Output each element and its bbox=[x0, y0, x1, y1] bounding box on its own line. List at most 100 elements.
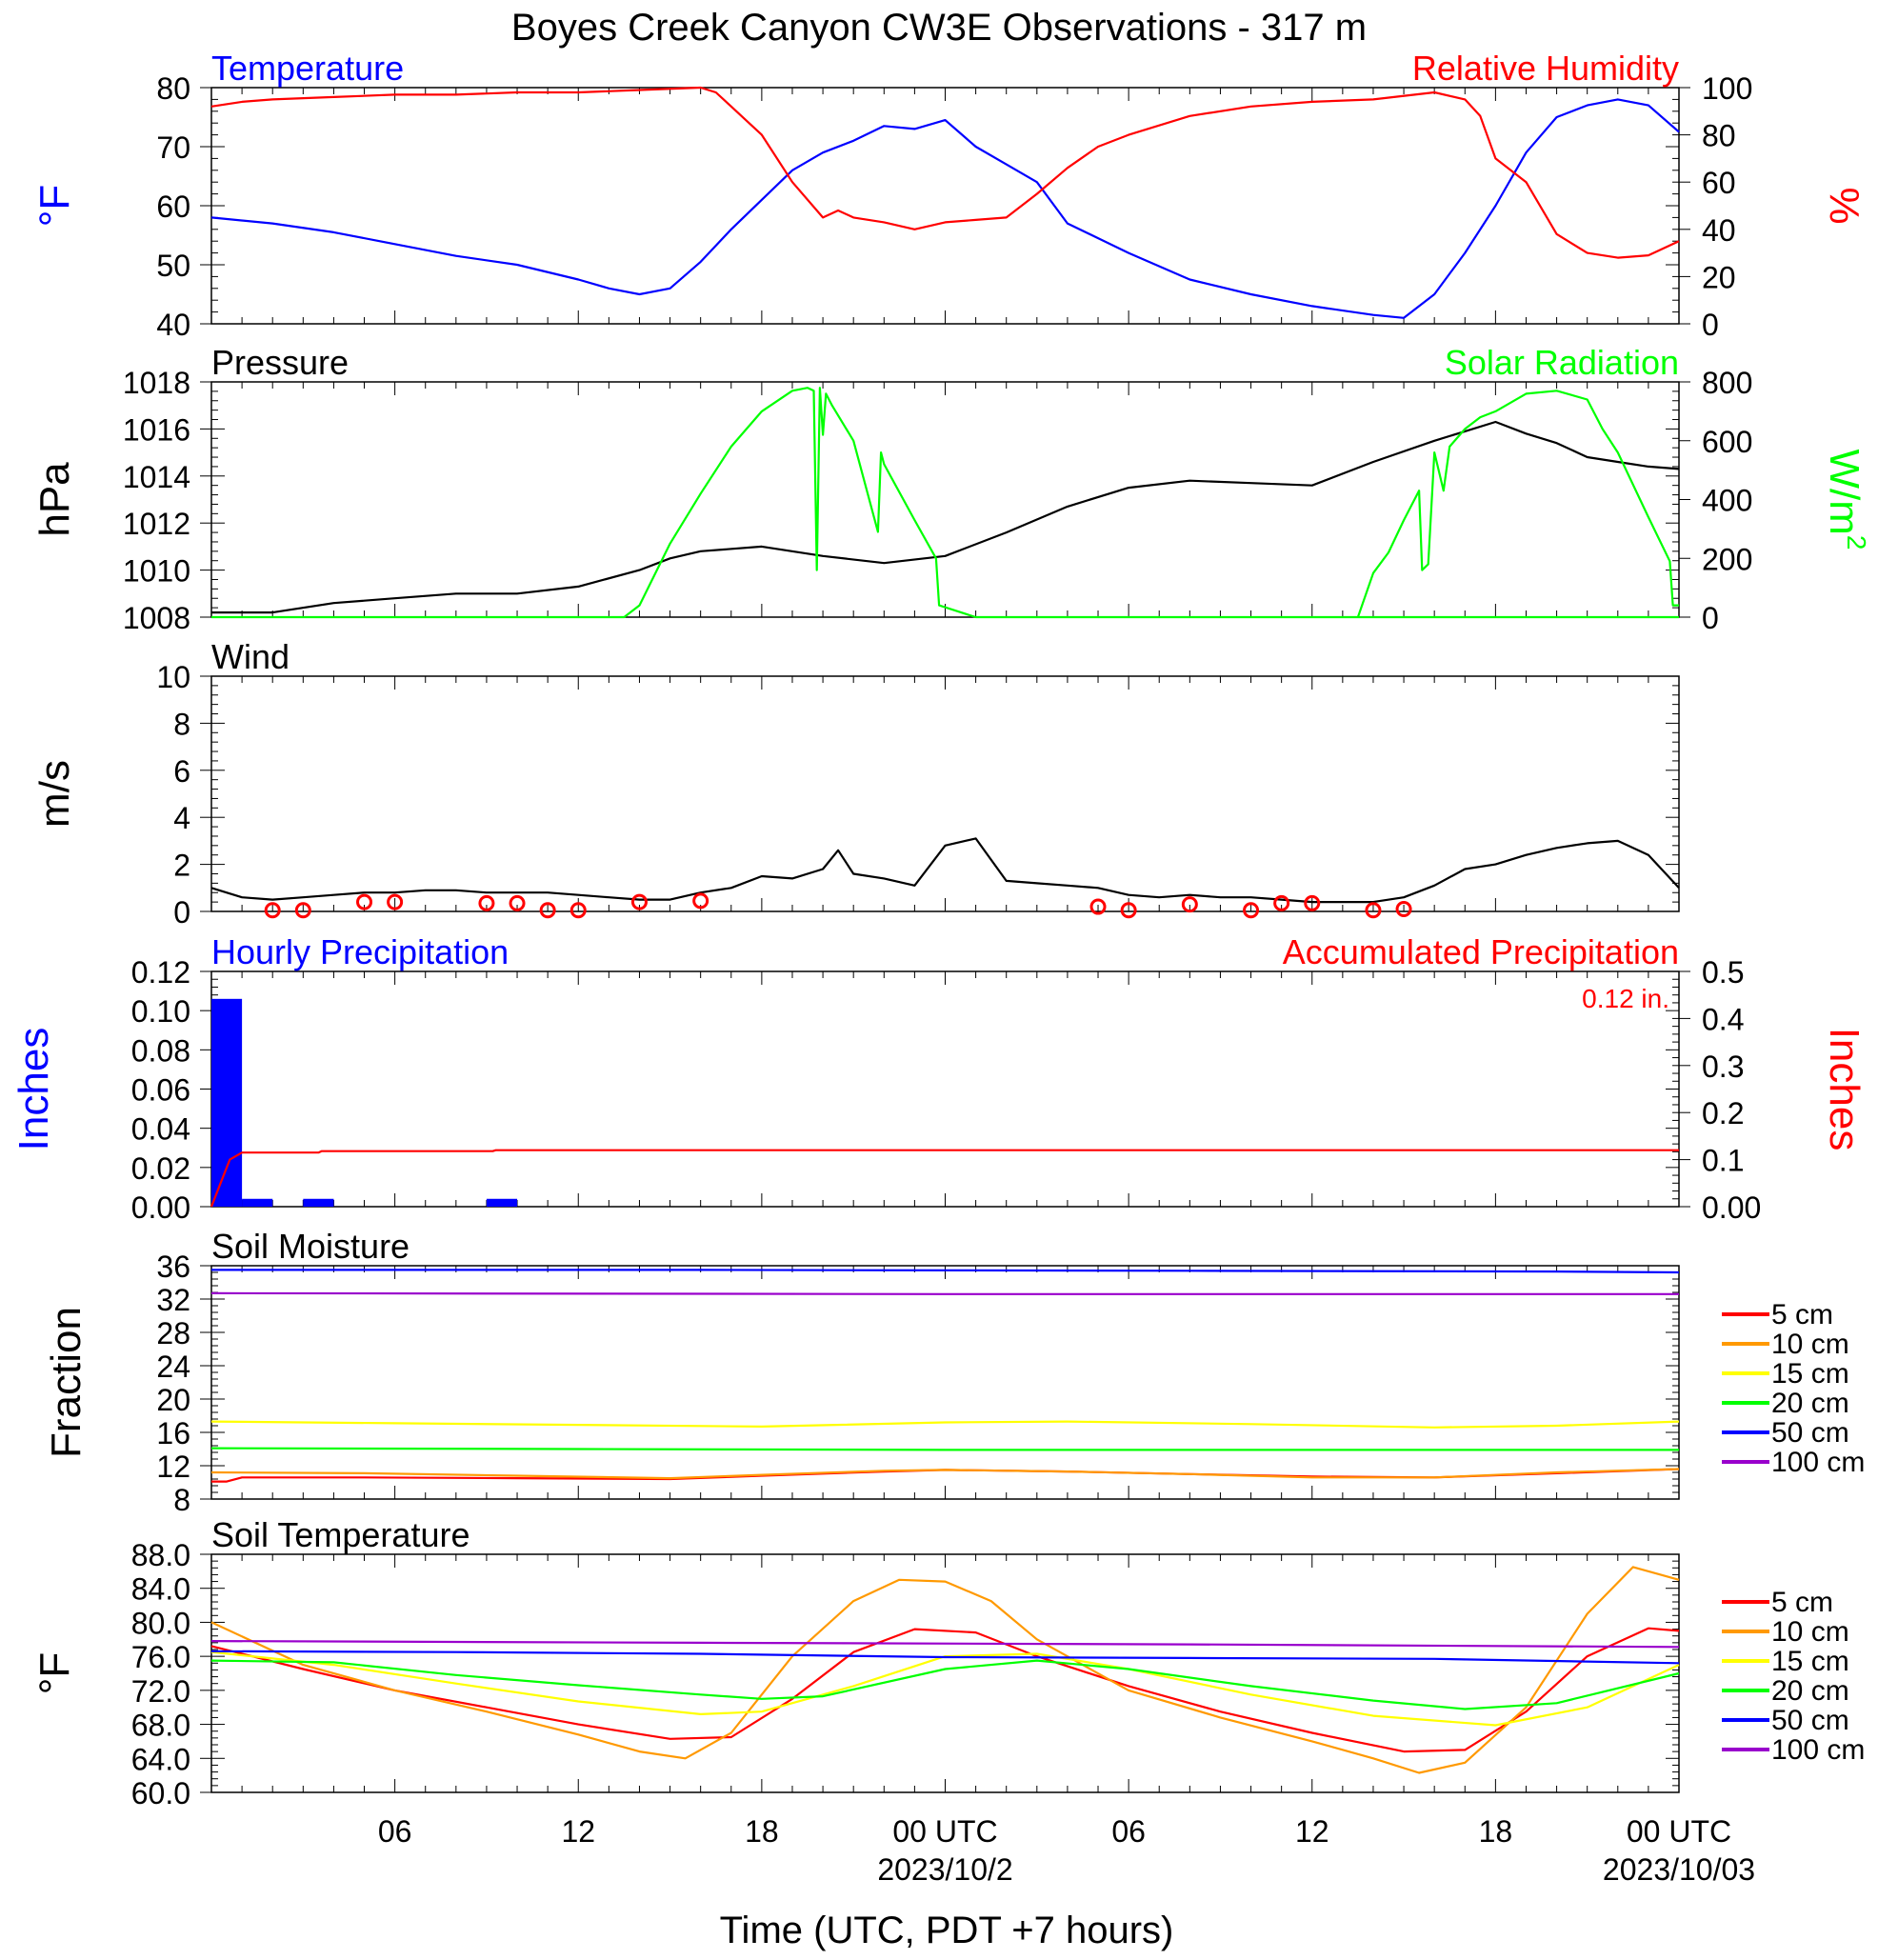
wind-calm-marker bbox=[294, 902, 311, 919]
y-axis-title-left: Fraction bbox=[43, 1307, 90, 1458]
legend-label: 5 cm bbox=[1771, 1587, 1833, 1618]
y-axis-title-right: W/m2 bbox=[1821, 450, 1871, 550]
panel-temp_rh: 80 70 60 50 40 100 80 60 40 20 0 °F % Temperature Rela… bbox=[31, 49, 1868, 342]
wind-calm-marker bbox=[1365, 902, 1382, 919]
y-tick-label-right: 0.4 bbox=[1702, 1002, 1744, 1036]
series-line-solar-radiation bbox=[1356, 390, 1679, 618]
x-tick-date-label: 2023/10/2 bbox=[877, 1852, 1012, 1887]
panel-title-left: Soil Temperature bbox=[211, 1515, 470, 1554]
legend-label: 15 cm bbox=[1771, 1646, 1849, 1677]
y-tick-label-left: 32 bbox=[156, 1283, 190, 1317]
y-tick-label-left: 1012 bbox=[123, 507, 190, 541]
panel-soil_temperature: 88.084.080.076.072.068.064.060.0 °F Soil T… bbox=[31, 1515, 1865, 1887]
panel-title-left: Hourly Precipitation bbox=[211, 932, 509, 971]
wind-calm-marker bbox=[478, 894, 495, 911]
x-tick-label: 06 bbox=[378, 1814, 412, 1849]
y-tick-label-left: 8 bbox=[173, 707, 190, 741]
legend-label: 10 cm bbox=[1771, 1616, 1849, 1648]
x-tick-label: 18 bbox=[1479, 1814, 1513, 1849]
y-tick-label-right: 80 bbox=[1702, 119, 1736, 153]
series-line-50-cm bbox=[210, 1650, 1680, 1665]
wind-calm-marker bbox=[1395, 901, 1412, 918]
y-tick-label-left: 60 bbox=[156, 190, 190, 224]
y-tick-label-right: 600 bbox=[1702, 425, 1752, 459]
y-tick-label-left: 60.0 bbox=[131, 1776, 190, 1810]
y-tick-label-left: 76.0 bbox=[131, 1640, 190, 1674]
y-axis-title-left: hPa bbox=[31, 462, 78, 537]
y-tick-label-left: 1008 bbox=[123, 601, 190, 635]
precip-bar bbox=[303, 1198, 334, 1207]
y-tick-label-left: 24 bbox=[156, 1350, 190, 1384]
y-axis-title-left: Inches bbox=[10, 1028, 57, 1151]
y-tick-label-left: 1014 bbox=[123, 460, 190, 494]
y-axis-title-superscript: 2 bbox=[1842, 535, 1871, 550]
panel-pres_solar: 1018 1016 1014 1012 1010 1008 800 600 400 200 0 hPa… bbox=[31, 343, 1871, 635]
panel-wind: 10 8 6 4 2 0 m/s Wind bbox=[31, 637, 1680, 930]
series-line-15-cm bbox=[210, 1420, 1680, 1429]
y-axis-title-left: m/s bbox=[31, 760, 78, 828]
y-axis-title-left: °F bbox=[31, 1652, 78, 1694]
series-line-wind bbox=[210, 837, 1680, 904]
y-tick-label-left: 40 bbox=[156, 308, 190, 342]
series-line-10-cm bbox=[210, 1566, 1680, 1774]
series-line-relative-humidity bbox=[210, 86, 1680, 259]
panel-precip: 0.12 0.10 0.08 0.06 0.04 0.02 0.00 0.5 0.4 0.3 0.2… bbox=[10, 932, 1868, 1225]
y-tick-label-right: 20 bbox=[1702, 260, 1736, 294]
y-tick-label-left: 10 bbox=[156, 660, 190, 694]
y-tick-label-left: 80.0 bbox=[131, 1606, 190, 1640]
y-tick-label-left: 84.0 bbox=[131, 1572, 190, 1607]
y-tick-label-right: 60 bbox=[1702, 166, 1736, 200]
panel-title-left: Pressure bbox=[211, 343, 349, 382]
x-tick-date-label: 2023/10/03 bbox=[1603, 1852, 1755, 1887]
y-tick-label-right: 0.00 bbox=[1702, 1190, 1761, 1225]
y-tick-label-right: 0 bbox=[1702, 601, 1719, 635]
y-tick-label-left: 4 bbox=[173, 801, 190, 835]
series-line-50-cm bbox=[211, 1269, 1680, 1274]
y-tick-label-right: 0.2 bbox=[1702, 1096, 1744, 1130]
legend-label: 10 cm bbox=[1771, 1329, 1849, 1360]
panel-title-left: Wind bbox=[211, 637, 290, 676]
wind-calm-marker bbox=[569, 902, 587, 919]
y-tick-label-left: 2 bbox=[173, 849, 190, 883]
y-tick-label-left: 20 bbox=[156, 1383, 190, 1417]
y-tick-label-left: 28 bbox=[156, 1316, 190, 1350]
y-tick-label-left: 0 bbox=[173, 895, 190, 930]
y-axis-title-right: Inches bbox=[1821, 1028, 1868, 1151]
wind-calm-marker bbox=[1181, 896, 1198, 913]
y-tick-label-right: 0.5 bbox=[1702, 955, 1744, 990]
y-tick-label-right: 0.3 bbox=[1702, 1050, 1744, 1084]
legend-label: 20 cm bbox=[1771, 1675, 1849, 1707]
x-tick-label: 00 UTC bbox=[1627, 1814, 1731, 1849]
series-line-pressure bbox=[211, 420, 1680, 614]
y-tick-label-right: 0.1 bbox=[1702, 1144, 1744, 1178]
y-tick-label-left: 88.0 bbox=[131, 1538, 190, 1572]
y-tick-label-left: 1016 bbox=[123, 412, 190, 447]
y-tick-label-right: 400 bbox=[1702, 484, 1752, 518]
precip-bar bbox=[486, 1198, 518, 1207]
y-tick-label-right: 200 bbox=[1702, 542, 1752, 576]
x-tick-label: 06 bbox=[1111, 1814, 1146, 1849]
legend-label: 50 cm bbox=[1771, 1705, 1849, 1736]
y-tick-label-left: 0.12 bbox=[131, 955, 190, 990]
precip-bar bbox=[211, 998, 243, 1207]
y-tick-label-left: 64.0 bbox=[131, 1742, 190, 1776]
y-tick-label-left: 50 bbox=[156, 249, 190, 283]
legend-label: 50 cm bbox=[1771, 1417, 1849, 1449]
precip-bar bbox=[242, 1198, 273, 1207]
y-tick-label-right: 100 bbox=[1702, 71, 1752, 106]
x-tick-label: 18 bbox=[745, 1814, 779, 1849]
legend-label: 15 cm bbox=[1771, 1358, 1849, 1390]
wind-calm-marker bbox=[1089, 898, 1107, 915]
wind-calm-marker bbox=[1304, 894, 1321, 911]
y-tick-label-left: 0.00 bbox=[131, 1190, 190, 1225]
wind-calm-marker bbox=[1120, 902, 1137, 919]
series-line-20-cm bbox=[210, 1659, 1680, 1710]
panel-title-right: Accumulated Precipitation bbox=[1283, 932, 1679, 971]
series-line-solar-radiation bbox=[211, 387, 1679, 619]
accumulated-total-label: 0.12 in. bbox=[1582, 984, 1669, 1013]
series-line-10-cm bbox=[210, 1468, 1680, 1480]
wind-calm-marker bbox=[1273, 894, 1290, 911]
